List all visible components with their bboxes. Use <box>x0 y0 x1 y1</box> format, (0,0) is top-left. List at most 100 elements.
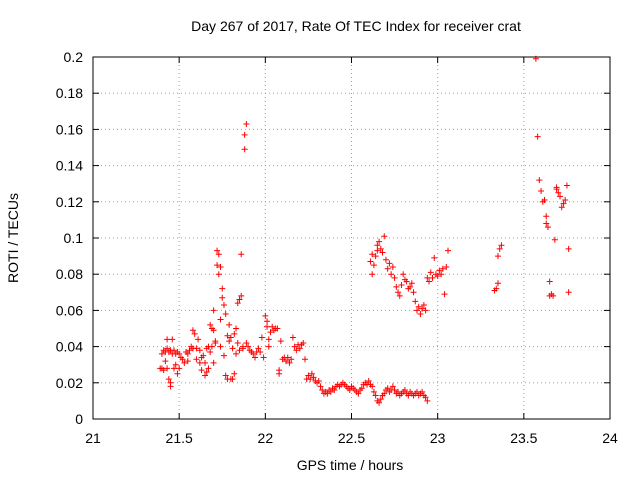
data-point <box>219 285 226 292</box>
data-point <box>233 325 240 332</box>
x-tick-labels: 21 21.5 22 22.5 23 23.5 24 <box>85 430 618 446</box>
data-point <box>396 292 403 299</box>
data-point <box>365 377 372 384</box>
data-point <box>308 370 315 377</box>
data-point <box>310 374 317 381</box>
data-point <box>277 338 284 345</box>
data-point <box>222 372 229 379</box>
data-point <box>496 245 503 252</box>
data-point <box>557 193 564 200</box>
data-point <box>212 339 219 346</box>
data-point <box>186 347 193 354</box>
data-point <box>379 249 386 256</box>
data-point <box>243 120 250 127</box>
data-point <box>377 245 384 252</box>
data-point <box>205 365 212 372</box>
data-point <box>239 343 246 350</box>
data-point <box>543 213 550 220</box>
y-tick-label: 0.1 <box>64 230 84 246</box>
data-point <box>215 251 222 258</box>
data-point <box>381 233 388 240</box>
data-point <box>408 280 415 287</box>
data-point <box>550 292 557 299</box>
data-point <box>214 262 221 269</box>
data-point <box>267 329 274 336</box>
data-point <box>538 187 545 194</box>
data-point <box>370 388 377 395</box>
data-point <box>265 343 272 350</box>
data-point <box>441 291 448 298</box>
data-point <box>260 354 267 361</box>
x-tick-label: 22 <box>258 430 274 446</box>
data-points <box>157 55 572 406</box>
data-point <box>443 263 450 270</box>
data-point <box>219 294 226 301</box>
data-point <box>563 182 570 189</box>
x-tick-label: 24 <box>602 430 618 446</box>
data-point <box>250 350 257 357</box>
data-point <box>307 376 314 383</box>
data-point <box>558 204 565 211</box>
data-point <box>420 301 427 308</box>
y-tick-labels: 0 0.02 0.04 0.06 0.08 0.1 0.12 0.14 0.16 0.18 0.2 <box>56 49 83 427</box>
data-point <box>384 265 391 272</box>
data-point <box>193 345 200 352</box>
data-point <box>400 271 407 278</box>
data-point <box>158 350 165 357</box>
data-point <box>210 307 217 314</box>
data-point <box>431 254 438 261</box>
data-point <box>276 370 283 377</box>
data-point <box>381 390 388 397</box>
data-point <box>419 305 426 312</box>
data-point <box>300 339 307 346</box>
data-point <box>227 334 234 341</box>
data-point <box>438 271 445 278</box>
data-point <box>374 242 381 249</box>
data-point <box>422 307 429 314</box>
data-point <box>236 296 243 303</box>
data-point <box>229 376 236 383</box>
data-point <box>160 367 167 374</box>
data-point <box>369 271 376 278</box>
x-tick-label: 21.5 <box>166 430 193 446</box>
data-point <box>208 343 215 350</box>
data-point <box>560 200 567 207</box>
data-point <box>331 387 338 394</box>
data-point <box>293 347 300 354</box>
data-point <box>226 321 233 328</box>
data-point <box>198 367 205 374</box>
data-point <box>427 269 434 276</box>
data-point <box>220 352 227 359</box>
data-point <box>412 298 419 305</box>
data-point <box>439 265 446 272</box>
data-point <box>413 388 420 395</box>
data-point <box>403 278 410 285</box>
data-point <box>189 327 196 334</box>
y-tick-label: 0.06 <box>56 302 83 318</box>
data-point <box>202 372 209 379</box>
data-point <box>269 323 276 330</box>
data-point <box>382 256 389 263</box>
data-point <box>264 318 271 325</box>
x-tick-label: 23 <box>430 430 446 446</box>
data-point <box>374 247 381 254</box>
data-point <box>262 312 269 319</box>
data-point <box>395 289 402 296</box>
data-point <box>231 370 238 377</box>
data-point <box>296 345 303 352</box>
data-point <box>164 336 171 343</box>
data-point <box>562 196 569 203</box>
data-point <box>195 336 202 343</box>
data-point <box>193 356 200 363</box>
data-point <box>376 238 383 245</box>
data-point <box>222 311 229 318</box>
data-point <box>426 278 433 285</box>
data-point <box>355 390 362 397</box>
data-point <box>327 388 334 395</box>
data-point <box>291 343 298 350</box>
data-point <box>231 330 238 337</box>
data-point <box>372 392 379 399</box>
data-point <box>393 283 400 290</box>
data-point <box>179 356 186 363</box>
